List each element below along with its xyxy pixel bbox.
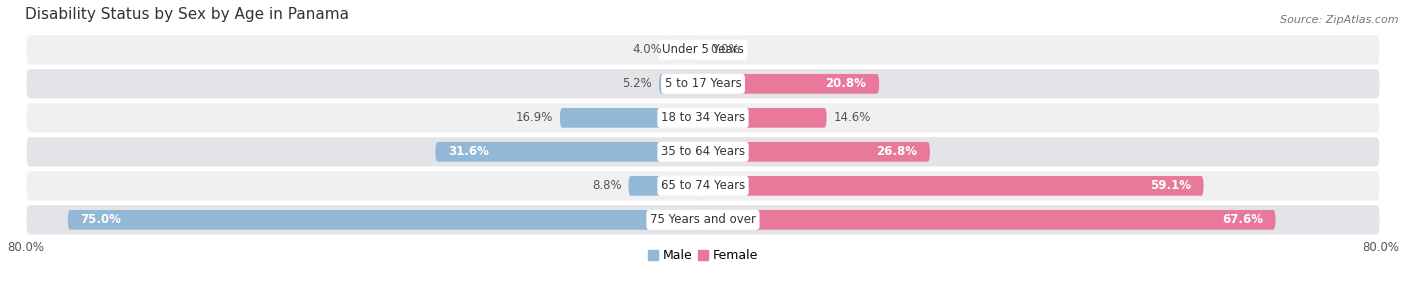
FancyBboxPatch shape: [25, 204, 1381, 236]
Text: 5.2%: 5.2%: [623, 77, 652, 90]
FancyBboxPatch shape: [560, 108, 703, 128]
FancyBboxPatch shape: [703, 210, 1275, 230]
Text: 75.0%: 75.0%: [80, 213, 121, 226]
FancyBboxPatch shape: [25, 136, 1381, 168]
Text: 18 to 34 Years: 18 to 34 Years: [661, 111, 745, 124]
Text: 67.6%: 67.6%: [1222, 213, 1263, 226]
FancyBboxPatch shape: [703, 108, 827, 128]
FancyBboxPatch shape: [669, 40, 703, 60]
FancyBboxPatch shape: [436, 142, 703, 162]
Text: Source: ZipAtlas.com: Source: ZipAtlas.com: [1281, 15, 1399, 25]
Text: 35 to 64 Years: 35 to 64 Years: [661, 145, 745, 158]
Text: 20.8%: 20.8%: [825, 77, 866, 90]
FancyBboxPatch shape: [628, 176, 703, 196]
Text: 26.8%: 26.8%: [876, 145, 917, 158]
Text: 65 to 74 Years: 65 to 74 Years: [661, 179, 745, 192]
Text: 75 Years and over: 75 Years and over: [650, 213, 756, 226]
FancyBboxPatch shape: [25, 34, 1381, 65]
FancyBboxPatch shape: [659, 74, 703, 94]
Text: 59.1%: 59.1%: [1150, 179, 1191, 192]
Text: Under 5 Years: Under 5 Years: [662, 43, 744, 56]
Text: 0.0%: 0.0%: [710, 43, 740, 56]
FancyBboxPatch shape: [703, 142, 929, 162]
FancyBboxPatch shape: [703, 176, 1204, 196]
Text: Disability Status by Sex by Age in Panama: Disability Status by Sex by Age in Panam…: [25, 7, 350, 22]
Text: 5 to 17 Years: 5 to 17 Years: [665, 77, 741, 90]
FancyBboxPatch shape: [67, 210, 703, 230]
Text: 8.8%: 8.8%: [592, 179, 621, 192]
FancyBboxPatch shape: [25, 102, 1381, 133]
FancyBboxPatch shape: [25, 170, 1381, 202]
Text: 31.6%: 31.6%: [449, 145, 489, 158]
FancyBboxPatch shape: [703, 74, 879, 94]
FancyBboxPatch shape: [25, 68, 1381, 99]
Text: 14.6%: 14.6%: [834, 111, 870, 124]
Legend: Male, Female: Male, Female: [643, 244, 763, 267]
Text: 16.9%: 16.9%: [516, 111, 553, 124]
Text: 4.0%: 4.0%: [633, 43, 662, 56]
